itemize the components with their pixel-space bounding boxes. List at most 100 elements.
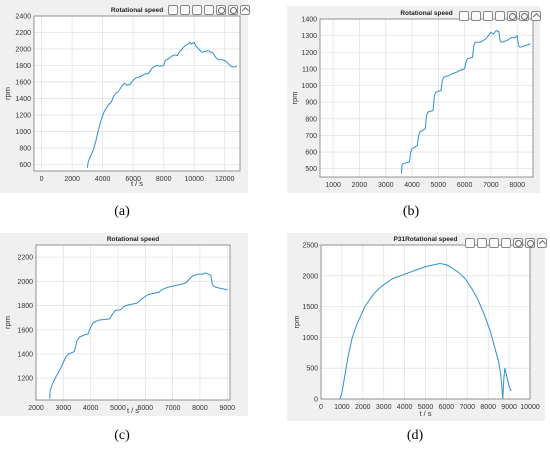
pan-icon[interactable]: [501, 238, 511, 248]
rotate-icon[interactable]: [483, 11, 493, 21]
x-tick-label: 4000: [397, 404, 413, 411]
chart-svg-c: 2000 3000 4000 5000 6000 7000 8000 9000 1200 1400…: [3, 236, 235, 415]
y-tick-label: 2200: [17, 255, 33, 262]
zoom-in-icon[interactable]: [216, 5, 226, 15]
pan-icon[interactable]: [204, 5, 214, 15]
y-tick-label: 1500: [302, 304, 318, 311]
x-tick-label: 5000: [431, 182, 447, 189]
rotate-icon[interactable]: [192, 5, 202, 15]
x-tick-label: 6000: [439, 404, 455, 411]
x-tick-label: 3000: [378, 182, 394, 189]
x-axis-label: t / s: [131, 179, 143, 188]
figure-toolbar-b: [459, 11, 541, 23]
y-tick-label: 1400: [17, 351, 33, 358]
x-tick-label: 1000: [325, 182, 341, 189]
chart-svg-a: 0 2000 4000 6000 8000 10000 12000 600 800 1000 120…: [3, 7, 241, 188]
brush-icon[interactable]: [459, 11, 469, 21]
y-axis-label: rpm: [290, 92, 299, 105]
y-axis-label: rpm: [3, 87, 12, 100]
y-tick-label: 900: [305, 100, 317, 107]
x-tick-label: 4000: [404, 182, 420, 189]
chart-panel-d: 0 1000 2000 3000 4000 5000 6000 7000 8000 9000 100…: [287, 233, 547, 421]
data-cursor-icon[interactable]: [477, 238, 487, 248]
y-tick-label: 1600: [17, 327, 33, 334]
y-tick-label: 800: [305, 116, 317, 123]
axes-box: [320, 244, 531, 400]
figure-toolbar-a: [168, 5, 250, 17]
y-tick-label: 1800: [15, 63, 31, 70]
x-tick-label: 5000: [418, 404, 434, 411]
zoom-out-icon[interactable]: [228, 5, 238, 15]
x-tick-label: 2000: [28, 405, 44, 412]
caption-d: (d): [406, 428, 424, 443]
y-tick-label: 2000: [17, 279, 33, 286]
x-tick-label: 6000: [125, 176, 141, 183]
y-tick-label: 700: [305, 133, 317, 140]
data-cursor-icon[interactable]: [180, 5, 190, 15]
y-tick-label: 1300: [301, 33, 317, 40]
zoom-in-icon[interactable]: [507, 11, 517, 21]
chart-panel-a: 0 2000 4000 6000 8000 10000 12000 600 800 1000 120…: [0, 0, 250, 193]
series-line: [339, 263, 512, 399]
x-tick-label: 4000: [95, 176, 111, 183]
y-axis-label: rpm: [292, 316, 301, 329]
axes-box: [319, 18, 534, 178]
chart-title: Rotational speed: [111, 7, 163, 14]
caption-c: (c): [114, 428, 130, 443]
x-tick-label: 6000: [457, 182, 473, 189]
home-icon[interactable]: [531, 11, 541, 21]
x-tick-label: 12000: [215, 176, 235, 183]
y-tick-label: 500: [306, 366, 318, 373]
x-tick-label: 7000: [460, 404, 476, 411]
x-tick-label: 4000: [83, 405, 99, 412]
brush-icon[interactable]: [168, 5, 178, 15]
data-cursor-icon[interactable]: [471, 11, 481, 21]
x-tick-label: 0: [319, 404, 323, 411]
x-tick-label: 8000: [480, 404, 496, 411]
x-tick-label: 3000: [376, 404, 392, 411]
home-icon[interactable]: [240, 5, 250, 15]
x-tick-label: 3000: [56, 405, 72, 412]
brush-icon[interactable]: [465, 238, 475, 248]
y-tick-label: 2500: [302, 243, 318, 250]
chart-title: P31Rotational speed: [394, 236, 458, 243]
y-tick-label: 1000: [301, 83, 317, 90]
x-tick-label: 8000: [156, 176, 172, 183]
x-axis-label: t / s: [127, 406, 139, 415]
zoom-out-icon[interactable]: [519, 11, 529, 21]
caption-b: (b): [402, 204, 420, 219]
axes-box: [33, 15, 241, 172]
zoom-in-icon[interactable]: [513, 238, 523, 248]
y-tick-label: 1000: [15, 129, 31, 136]
x-tick-label: 5000: [110, 405, 126, 412]
y-tick-label: 600: [305, 150, 317, 157]
x-tick-label: 8000: [192, 405, 208, 412]
home-icon[interactable]: [537, 238, 547, 248]
y-tick-label: 2000: [302, 273, 318, 280]
x-tick-label: 2000: [355, 404, 371, 411]
rotate-icon[interactable]: [489, 238, 499, 248]
y-tick-label: 1200: [17, 376, 33, 383]
series-line: [49, 272, 228, 399]
zoom-out-icon[interactable]: [525, 238, 535, 248]
x-tick-label: 10000: [520, 404, 540, 411]
y-tick-label: 1800: [17, 303, 33, 310]
y-tick-label: 2400: [15, 14, 31, 21]
chart-panel-c: 2000 3000 4000 5000 6000 7000 8000 9000 1200 1400…: [0, 233, 248, 416]
x-tick-label: 8000: [509, 182, 525, 189]
x-tick-label: 0: [40, 176, 44, 183]
y-tick-label: 1600: [15, 79, 31, 86]
plot-area: [320, 19, 533, 177]
chart-title: Rotational speed: [107, 236, 159, 243]
series-line: [86, 41, 238, 168]
x-tick-label: 2000: [64, 176, 80, 183]
chart-svg-b: 1000 2000 3000 4000 5000 6000 7000 8000 500 600 70…: [290, 10, 534, 189]
x-tick-label: 7000: [165, 405, 181, 412]
y-tick-label: 0: [314, 397, 318, 404]
pan-icon[interactable]: [495, 11, 505, 21]
y-tick-label: 2000: [15, 46, 31, 53]
y-tick-label: 600: [19, 162, 31, 169]
y-tick-label: 1400: [15, 96, 31, 103]
y-tick-label: 1200: [301, 50, 317, 57]
y-tick-label: 1200: [15, 112, 31, 119]
